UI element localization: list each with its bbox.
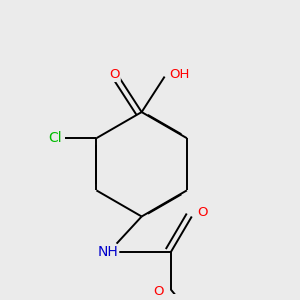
Text: O: O [197,206,208,219]
Text: Cl: Cl [48,131,61,145]
Text: O: O [153,285,164,298]
Text: O: O [109,68,120,81]
Text: NH: NH [98,245,118,259]
Text: OH: OH [169,68,189,81]
